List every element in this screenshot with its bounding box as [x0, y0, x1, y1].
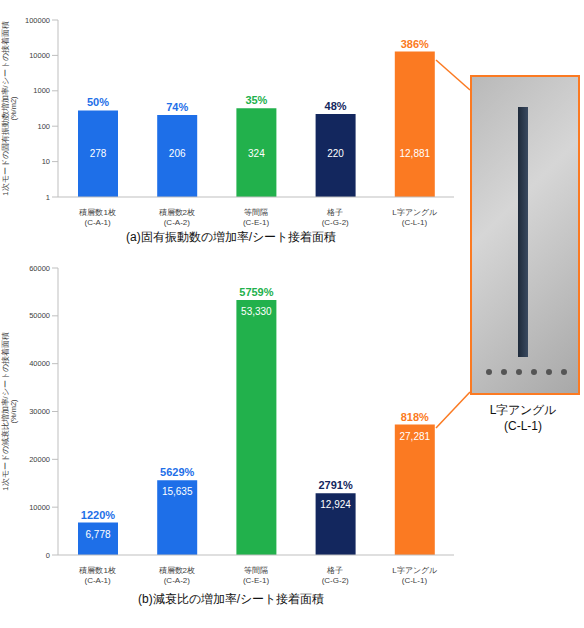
- svg-text:50%: 50%: [87, 96, 109, 108]
- svg-text:35%: 35%: [245, 94, 267, 106]
- svg-text:1: 1: [46, 193, 50, 202]
- svg-text:等間隔(C-E-1): 等間隔(C-E-1): [243, 566, 270, 585]
- svg-text:積層数2枚(C-A-2): 積層数2枚(C-A-2): [159, 208, 195, 227]
- svg-text:格子(C-G-2): 格子(C-G-2): [322, 566, 349, 585]
- svg-text:5629%: 5629%: [160, 466, 194, 478]
- svg-text:1次モードの減衰比増加率/シートの接着面積(%/m2): 1次モードの減衰比増加率/シートの接着面積(%/m2): [1, 332, 19, 490]
- svg-text:1220%: 1220%: [81, 509, 115, 521]
- svg-text:40000: 40000: [29, 359, 50, 368]
- svg-text:10000: 10000: [29, 503, 50, 512]
- svg-text:100000: 100000: [25, 16, 50, 25]
- svg-text:10: 10: [42, 157, 50, 166]
- svg-text:20000: 20000: [29, 455, 50, 464]
- svg-text:15,635: 15,635: [162, 486, 193, 497]
- svg-text:6,778: 6,778: [85, 529, 110, 540]
- svg-text:30000: 30000: [29, 407, 50, 416]
- svg-text:386%: 386%: [401, 38, 429, 50]
- svg-text:2791%: 2791%: [318, 479, 352, 491]
- svg-text:積層数1枚(C-A-1): 積層数1枚(C-A-1): [79, 566, 115, 585]
- html-text:(C-L-1): (C-L-1): [504, 419, 542, 433]
- svg-text:1次モードの固有振動数増加率/シートの接着面積(%/m2): 1次モードの固有振動数増加率/シートの接着面積(%/m2): [1, 21, 19, 195]
- svg-text:12,924: 12,924: [320, 499, 351, 510]
- svg-text:12,881: 12,881: [400, 148, 431, 159]
- svg-text:10000: 10000: [29, 51, 50, 60]
- svg-text:27,281: 27,281: [400, 431, 431, 442]
- svg-text:278: 278: [90, 148, 107, 159]
- svg-text:5759%: 5759%: [239, 286, 273, 298]
- html-text:(a)固有振動数の増加率/シート接着面積: (a)固有振動数の増加率/シート接着面積: [126, 230, 336, 244]
- svg-text:74%: 74%: [166, 101, 188, 113]
- svg-text:60000: 60000: [29, 264, 50, 273]
- svg-text:220: 220: [327, 148, 344, 159]
- svg-text:0: 0: [46, 551, 50, 560]
- svg-text:等間隔(C-E-1): 等間隔(C-E-1): [243, 208, 270, 227]
- svg-text:L字アングル(C-L-1): L字アングル(C-L-1): [392, 208, 436, 227]
- svg-text:50000: 50000: [29, 311, 50, 320]
- svg-text:100: 100: [37, 122, 50, 131]
- svg-text:積層数2枚(C-A-2): 積層数2枚(C-A-2): [159, 566, 195, 585]
- svg-text:818%: 818%: [401, 411, 429, 423]
- svg-text:格子(C-G-2): 格子(C-G-2): [322, 208, 349, 227]
- html-text:L字アングル: L字アングル: [489, 403, 557, 417]
- svg-text:206: 206: [169, 148, 186, 159]
- html-text:(b)減衰比の増加率/シート接着面積: (b)減衰比の増加率/シート接着面積: [138, 592, 324, 606]
- svg-text:積層数1枚(C-A-1): 積層数1枚(C-A-1): [79, 208, 115, 227]
- svg-text:53,330: 53,330: [241, 306, 272, 317]
- svg-text:L字アングル(C-L-1): L字アングル(C-L-1): [392, 566, 436, 585]
- svg-text:1000: 1000: [33, 86, 50, 95]
- svg-text:324: 324: [248, 148, 265, 159]
- svg-text:48%: 48%: [325, 100, 347, 112]
